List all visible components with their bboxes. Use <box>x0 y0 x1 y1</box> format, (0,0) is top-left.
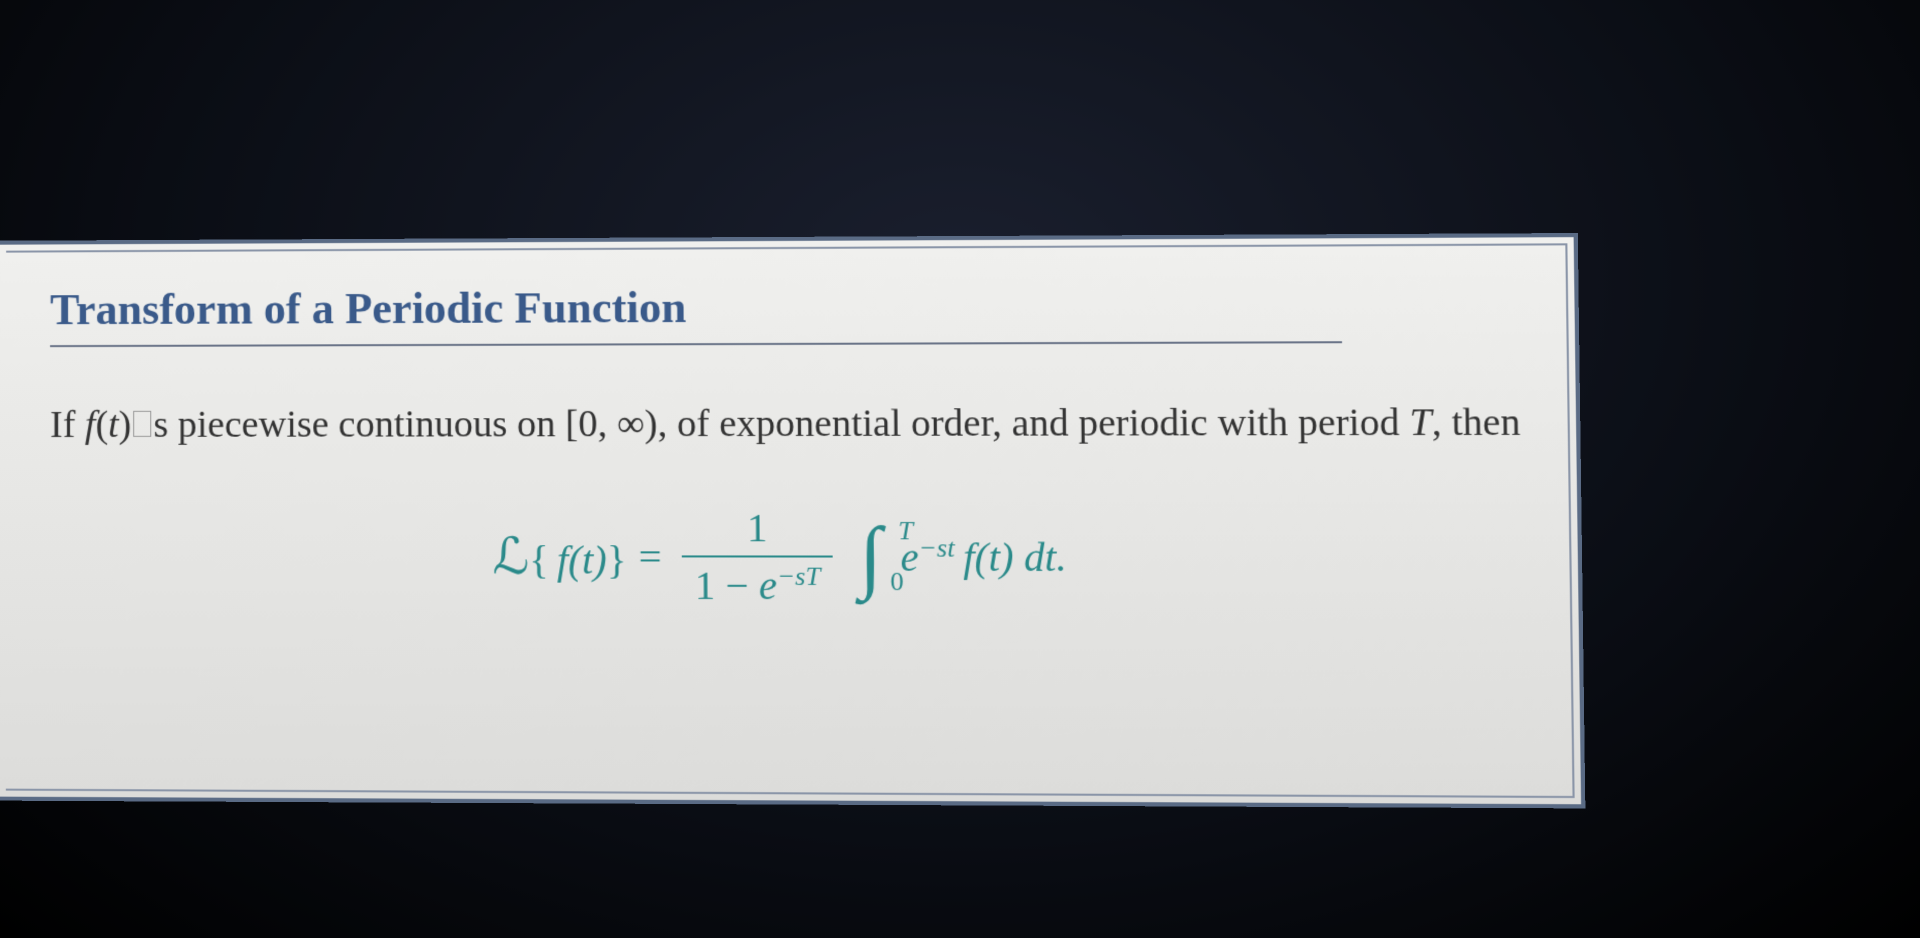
formula-integral: ∫ T 0 <box>859 524 882 589</box>
condition-func-arg: t <box>108 404 119 446</box>
lhs-open: { <box>529 537 549 582</box>
den-prefix: 1 − <box>695 563 759 609</box>
lhs-close: } <box>607 537 627 583</box>
formula-integrand: e−st f(t) dt. <box>900 533 1067 581</box>
lhs-func: f <box>557 537 569 582</box>
fraction-numerator: 1 <box>734 504 779 556</box>
den-exp: −sT <box>777 562 820 591</box>
den-e: e <box>759 563 778 609</box>
equals-sign: = <box>639 533 662 581</box>
lhs-arg: t <box>582 537 594 582</box>
theorem-box: Transform of a Periodic Function If f(t)… <box>0 233 1585 808</box>
condition-prefix: If <box>50 404 85 446</box>
condition-suffix: , then <box>1431 401 1520 444</box>
theorem-formula: ℒ{ f(t)} = 1 1 − e−sT ∫ T 0 e−st f(t) dt… <box>50 504 1526 611</box>
integrand-func: f <box>963 534 975 580</box>
cursor-icon <box>133 411 151 437</box>
condition-period: T <box>1409 401 1432 444</box>
integral-upper: T <box>898 516 913 546</box>
theorem-condition: If f(t)s piecewise continuous on [0, ∞),… <box>50 394 1524 454</box>
integrand-arg: t <box>988 534 1000 580</box>
integrand-exp: −st <box>919 533 955 563</box>
condition-mid: s piecewise continuous on [0, ∞), of exp… <box>153 401 1409 446</box>
integral-sign-icon: ∫ <box>859 524 882 589</box>
formula-lhs: ℒ{ f(t)} <box>492 527 626 586</box>
integral-lower: 0 <box>890 567 904 598</box>
fraction-denominator: 1 − e−sT <box>682 555 833 609</box>
laplace-operator: ℒ <box>492 528 529 585</box>
condition-func: f <box>85 404 96 446</box>
integrand-dt: dt. <box>1013 534 1066 580</box>
theorem-title: Transform of a Periodic Function <box>50 279 1342 347</box>
formula-fraction: 1 1 − e−sT <box>682 504 833 610</box>
